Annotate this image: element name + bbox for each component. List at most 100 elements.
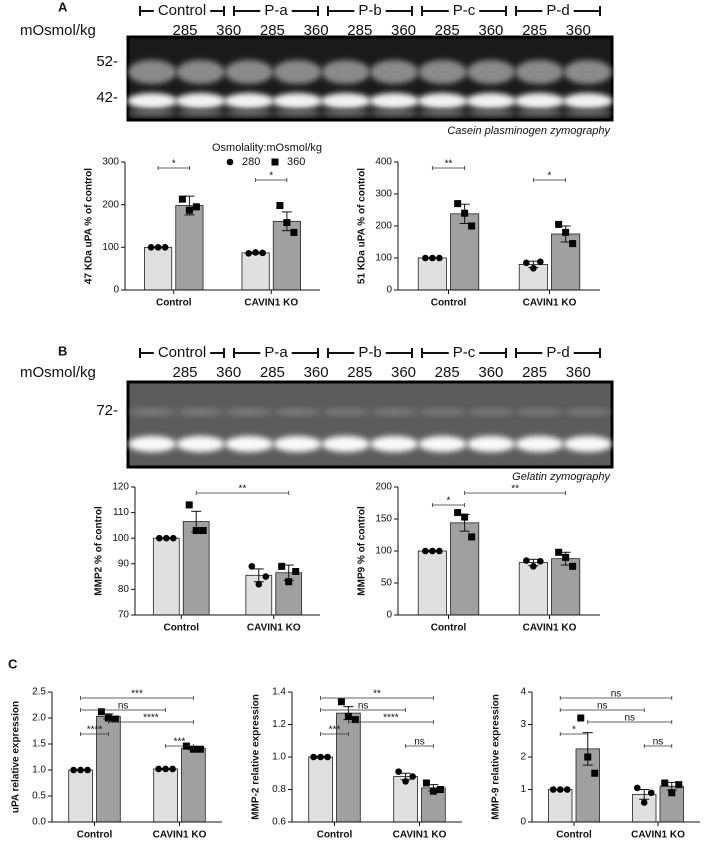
gel-band (562, 93, 613, 109)
x-tick-label: CAVIN1 KO (247, 623, 301, 634)
lane-label: 285 (347, 364, 372, 381)
data-point (324, 753, 331, 761)
data-point (271, 158, 279, 166)
x-tick-label: Control (156, 298, 192, 309)
data-point (97, 708, 105, 716)
label-bg (354, 2, 386, 20)
data-point (584, 753, 592, 761)
label-bg (448, 344, 480, 362)
y-tick-label: 1.2 (272, 719, 286, 730)
y-tick-label: 0 (113, 285, 119, 296)
gel-band (466, 110, 516, 116)
lane-label: 285 (172, 364, 197, 381)
significance-label: ns (597, 701, 608, 712)
y-tick-label: 0.6 (272, 817, 286, 828)
data-point (189, 745, 197, 753)
y-tick-label: 0.8 (272, 784, 286, 795)
data-point (402, 778, 409, 785)
significance-label: **** (87, 725, 103, 736)
gel-band (563, 436, 612, 452)
bar (241, 252, 270, 291)
gel-band (369, 93, 420, 109)
y-tick-label: 200 (375, 221, 392, 232)
x-tick-label: CAVIN1 KO (631, 830, 685, 841)
data-point (310, 753, 317, 761)
data-point (262, 573, 270, 580)
data-point (461, 209, 469, 217)
data-point (675, 781, 683, 789)
y-tick-label: 0 (386, 610, 392, 621)
data-point (668, 789, 676, 797)
gel-band (273, 436, 322, 452)
x-tick-label: Control (77, 830, 113, 841)
data-point (154, 244, 162, 251)
data-point (290, 228, 298, 236)
data-point (537, 557, 544, 565)
y-tick-label: 0 (386, 285, 392, 296)
data-point (395, 768, 402, 775)
x-tick-label: CAVIN1 KO (153, 830, 207, 841)
data-point (530, 264, 537, 272)
gel-band (322, 409, 370, 415)
data-point (556, 786, 564, 793)
panel-label: C (8, 656, 18, 671)
data-point (185, 501, 193, 509)
legend-label: 280 (242, 156, 260, 168)
significance-label: *** (174, 737, 186, 748)
data-point (549, 786, 557, 793)
lane-label: 285 (172, 22, 197, 39)
data-point (633, 784, 641, 792)
data-point (104, 714, 112, 722)
x-tick-label: CAVIN1 KO (523, 298, 577, 309)
gel-band (321, 60, 370, 84)
data-point (226, 158, 234, 166)
group-label: P-b (358, 2, 381, 19)
bar (175, 205, 204, 291)
lane-label: 285 (522, 22, 547, 39)
x-tick-label: CAVIN1 KO (523, 623, 577, 634)
y-tick-label: 80 (118, 584, 130, 595)
significance-label: ns (414, 737, 425, 748)
gel-band (128, 436, 177, 452)
y-tick-label: 2.5 (32, 687, 46, 698)
y-axis-label: MMP2 % of control (94, 506, 105, 596)
gel-band (418, 436, 467, 452)
data-point (344, 712, 352, 720)
significance-label: * (269, 171, 273, 182)
data-point (111, 715, 119, 723)
chart: 0 50 100 150 200 MMP9 % of control Control CAVI… (357, 482, 600, 634)
lane-label: 360 (391, 364, 416, 381)
data-point (77, 766, 84, 774)
gel-band (225, 409, 273, 415)
y-tick-label: 200 (102, 199, 119, 210)
significance-label: * (447, 496, 451, 507)
label-bg (153, 2, 211, 20)
bar (68, 769, 93, 823)
x-tick-label: Control (431, 298, 467, 309)
y-axis-label: 51 KDa uPA % of control (357, 168, 368, 284)
lane-label: 285 (522, 364, 547, 381)
data-point (661, 779, 669, 787)
gel-caption: Casein plasminogen zymography (447, 125, 611, 137)
y-axis-label: 47 KDa uPA % of control (84, 168, 95, 284)
data-point (252, 249, 259, 256)
bar (181, 747, 206, 823)
gel-band (370, 436, 419, 452)
y-tick-label: 70 (118, 610, 130, 621)
data-point (283, 219, 291, 227)
y-tick-label: 0.5 (32, 791, 46, 802)
y-tick-label: 2.0 (32, 713, 46, 724)
legend-label: 360 (287, 156, 305, 168)
gel-band (370, 110, 419, 116)
data-point (178, 195, 186, 203)
y-tick-label: 3 (520, 719, 526, 730)
gel-band (467, 409, 515, 415)
data-point (278, 562, 286, 570)
data-point (155, 765, 162, 773)
unit-label: mOsmol/kg (20, 364, 96, 381)
chart: 0 100 200 300 400 51 KDa uPA % of control Cont… (357, 157, 600, 309)
label-bg (260, 2, 292, 20)
gel-band (274, 409, 321, 415)
data-point (454, 200, 462, 208)
